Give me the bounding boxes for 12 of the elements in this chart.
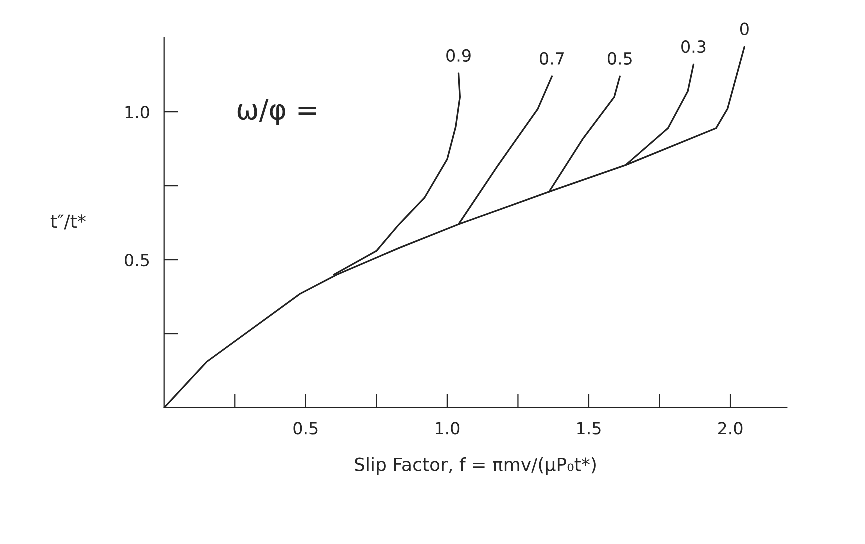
series-label: 0.7 (540, 52, 564, 65)
series-label: 0 (740, 22, 749, 36)
x-tick-label: 2.0 (718, 422, 743, 435)
x-axis-title: Slip Factor, f = πmv/(μP₀t*) (355, 457, 596, 475)
series-label: 0.5 (608, 52, 632, 65)
series-label: 0.3 (682, 40, 706, 54)
y-axis-title: t″/t* (50, 214, 86, 230)
x-tick-label: 0.5 (294, 422, 318, 435)
x-tick-label: 1.5 (578, 422, 601, 435)
annotation: ω/φ = (238, 99, 316, 126)
series-label: 0.9 (446, 49, 471, 62)
x-tick-label: 1.0 (436, 422, 460, 435)
